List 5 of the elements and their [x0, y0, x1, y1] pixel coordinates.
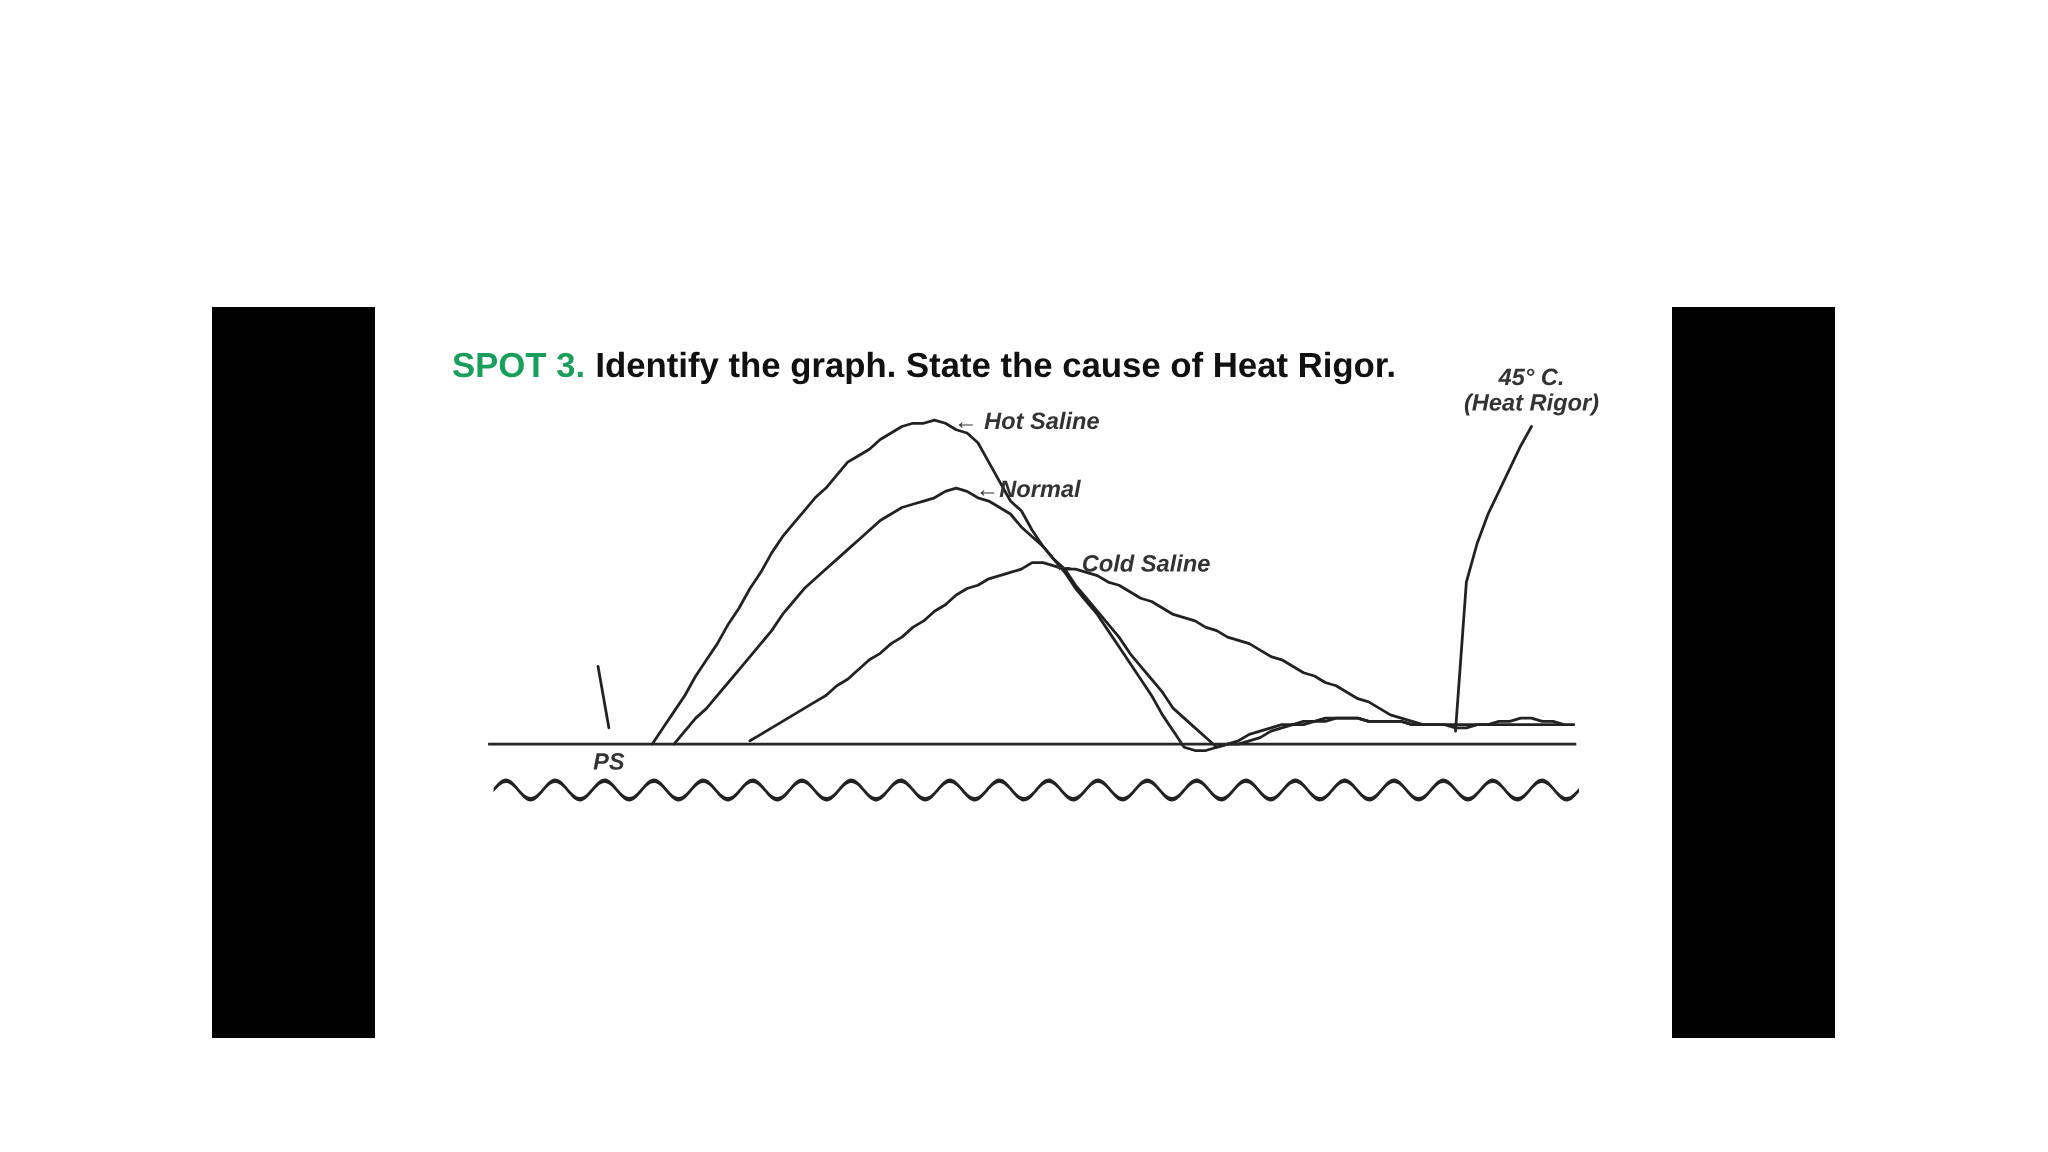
text: PS [593, 753, 625, 770]
chart-title: SPOT 3. [453, 352, 583, 378]
series-label: 45° C. (Heat Rigor) [1464, 368, 1599, 416]
series-label: ← Hot Saline [958, 411, 1099, 430]
chart-subtitle: Identify the graph. State the cause of Heat Rigor. [597, 351, 1394, 385]
